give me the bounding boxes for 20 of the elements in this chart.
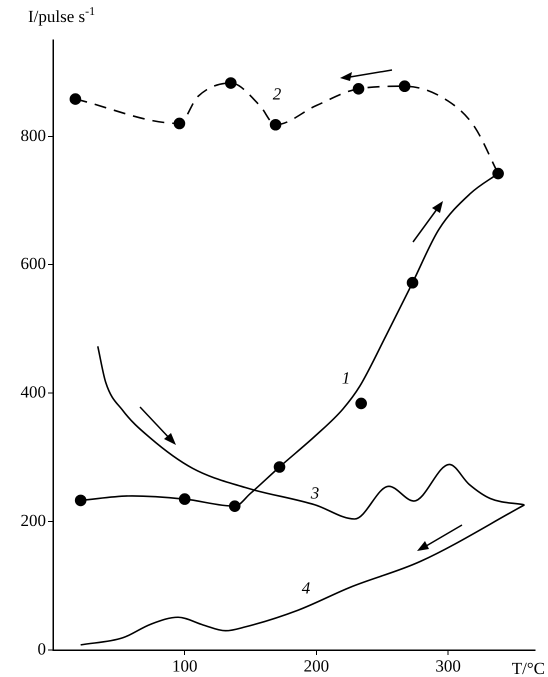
y-tick-label: 0	[38, 639, 46, 658]
x-tick-label: 100	[172, 656, 198, 676]
y-tick-label: 200	[20, 511, 46, 530]
y-tick-label: 600	[20, 254, 46, 274]
annotation: 2	[272, 84, 282, 104]
point	[224, 77, 237, 89]
point	[70, 93, 82, 105]
x-tick-label: 200	[304, 656, 330, 676]
point	[270, 118, 282, 131]
point	[352, 83, 364, 95]
point	[74, 494, 86, 506]
y-tick-label: 800	[20, 126, 46, 145]
point	[355, 398, 367, 410]
x-tick-label: 300	[435, 656, 461, 676]
annotation: 4	[302, 578, 311, 598]
point	[398, 80, 410, 92]
y-tick-label: 400	[20, 382, 46, 402]
x-axis-title: T/°C	[512, 659, 546, 677]
annotation: 1	[342, 368, 350, 388]
annotation: 3	[310, 483, 320, 502]
